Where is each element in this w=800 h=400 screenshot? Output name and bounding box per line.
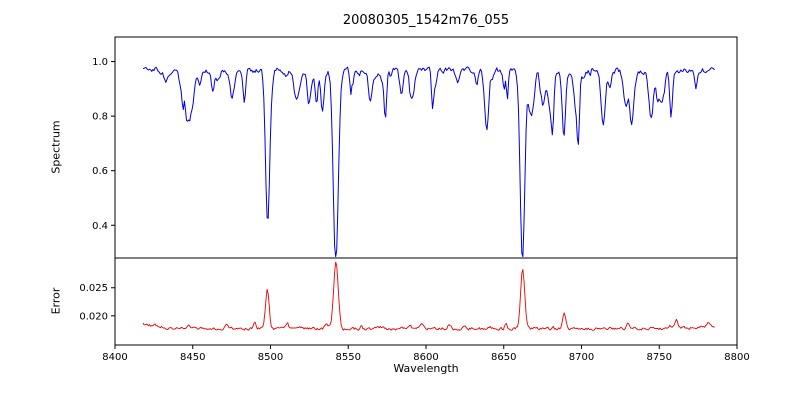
error-line [142,261,715,331]
x-tick-label: 8750 [647,352,672,363]
chart-title: 20080305_1542m76_055 [342,13,510,28]
x-tick-label: 8400 [102,352,127,363]
x-tick-label: 8500 [258,352,283,363]
error-y-ticks: 0.020 0.025 [79,283,115,322]
x-tick-label: 8650 [491,352,516,363]
y-tick-label: 0.8 [92,112,108,123]
spectrum-axis-label: Spectrum [49,120,63,174]
x-tick-label: 8700 [569,352,594,363]
y-tick-label: 0.6 [92,166,108,177]
x-axis-ticks: 8400 8450 8500 8550 8600 8650 8700 8750 8800 [102,345,750,363]
y-tick-label: 0.025 [79,283,108,294]
x-axis-label: Wavelength [393,362,459,375]
y-tick-label: 0.4 [92,221,108,232]
bottom-panel-border [114,257,738,346]
y-tick-label: 1.0 [92,57,108,68]
x-tick-label: 8550 [336,352,361,363]
x-tick-label: 8800 [724,352,749,363]
y-tick-label: 0.020 [79,311,108,322]
spectrum-y-ticks: 0.4 0.6 0.8 1.0 [92,57,115,232]
x-tick-label: 8450 [180,352,205,363]
error-axis-label: Error [49,287,63,315]
spectrum-line [142,66,715,258]
x-tick-label: 8600 [413,352,438,363]
